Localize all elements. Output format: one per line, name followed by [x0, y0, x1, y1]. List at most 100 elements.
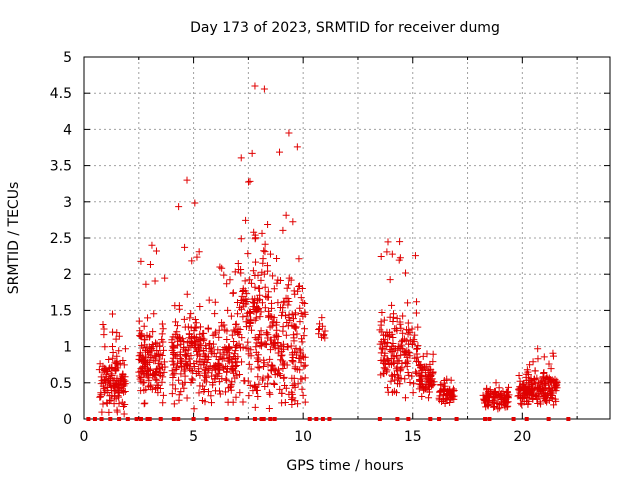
data-point: [101, 343, 109, 351]
data-point: [121, 345, 129, 353]
data-point: [494, 405, 502, 413]
data-point: [285, 390, 293, 398]
zero-data-point: [377, 417, 382, 421]
data-point: [406, 336, 414, 344]
data-point: [108, 310, 116, 318]
data-point: [247, 326, 255, 334]
data-point: [409, 389, 417, 397]
data-point: [534, 355, 542, 363]
data-point: [425, 371, 433, 379]
data-point: [547, 393, 555, 401]
data-point: [290, 315, 298, 323]
data-point: [252, 258, 260, 266]
data-points: [86, 82, 571, 421]
data-point: [236, 389, 244, 397]
data-point: [182, 361, 190, 369]
data-point: [270, 380, 278, 388]
data-point: [160, 346, 168, 354]
data-point: [258, 268, 266, 276]
data-point: [188, 340, 196, 348]
zero-data-point: [191, 417, 196, 421]
data-point: [524, 400, 532, 408]
data-point: [115, 400, 123, 408]
data-point: [141, 399, 149, 407]
data-point: [247, 352, 255, 360]
data-point: [388, 372, 396, 380]
data-point: [481, 397, 489, 405]
data-point: [301, 308, 309, 316]
data-point: [262, 329, 270, 337]
zero-data-point: [483, 417, 488, 421]
data-point: [110, 376, 118, 384]
data-point: [158, 378, 166, 386]
data-point: [101, 378, 109, 386]
data-point: [169, 371, 177, 379]
data-point: [435, 396, 443, 404]
data-point: [148, 241, 156, 249]
data-point: [249, 267, 257, 275]
data-point: [150, 310, 158, 318]
data-point: [297, 294, 305, 302]
data-point: [187, 324, 195, 332]
data-point: [525, 386, 533, 394]
data-point: [387, 377, 395, 385]
data-point: [101, 365, 109, 373]
data-point: [226, 276, 234, 284]
data-point: [399, 312, 407, 320]
data-point: [196, 302, 204, 310]
data-point: [109, 328, 117, 336]
data-point: [140, 378, 148, 386]
data-point: [264, 220, 272, 228]
data-point: [383, 248, 391, 256]
y-tick-label: 0.5: [50, 376, 72, 392]
data-point: [215, 360, 223, 368]
data-point: [251, 283, 259, 291]
data-point: [261, 240, 269, 248]
data-point: [255, 364, 263, 372]
data-point: [119, 357, 127, 365]
data-point: [146, 260, 154, 268]
data-point: [231, 374, 239, 382]
data-point: [168, 357, 176, 365]
zero-data-point: [511, 417, 516, 421]
data-point: [231, 362, 239, 370]
data-point: [532, 392, 540, 400]
data-point: [175, 203, 183, 211]
data-point: [406, 328, 414, 336]
data-point: [200, 337, 208, 345]
data-point: [381, 365, 389, 373]
data-point: [412, 309, 420, 317]
data-point: [275, 370, 283, 378]
data-point: [170, 361, 178, 369]
data-point: [378, 328, 386, 336]
data-point: [158, 330, 166, 338]
data-point: [528, 379, 536, 387]
data-point: [413, 357, 420, 365]
data-point: [542, 380, 550, 388]
data-point: [488, 399, 496, 407]
data-point: [527, 374, 535, 382]
data-point: [404, 299, 412, 307]
data-point: [257, 327, 265, 335]
data-point: [296, 347, 304, 355]
data-point: [191, 199, 199, 207]
data-point: [279, 357, 287, 365]
data-point: [112, 335, 120, 343]
data-point: [176, 358, 184, 366]
data-point: [232, 393, 240, 401]
data-point: [296, 304, 304, 312]
data-point: [121, 401, 129, 409]
zero-data-point: [487, 417, 492, 421]
data-point: [288, 396, 296, 404]
data-point: [269, 272, 277, 280]
data-point: [239, 343, 247, 351]
data-point: [145, 349, 153, 357]
data-point: [294, 380, 302, 388]
data-point: [105, 356, 113, 364]
data-point: [184, 346, 192, 354]
data-point: [259, 259, 267, 267]
data-point: [403, 360, 411, 368]
data-point: [190, 405, 198, 413]
data-point: [534, 345, 542, 353]
data-point: [256, 295, 264, 303]
